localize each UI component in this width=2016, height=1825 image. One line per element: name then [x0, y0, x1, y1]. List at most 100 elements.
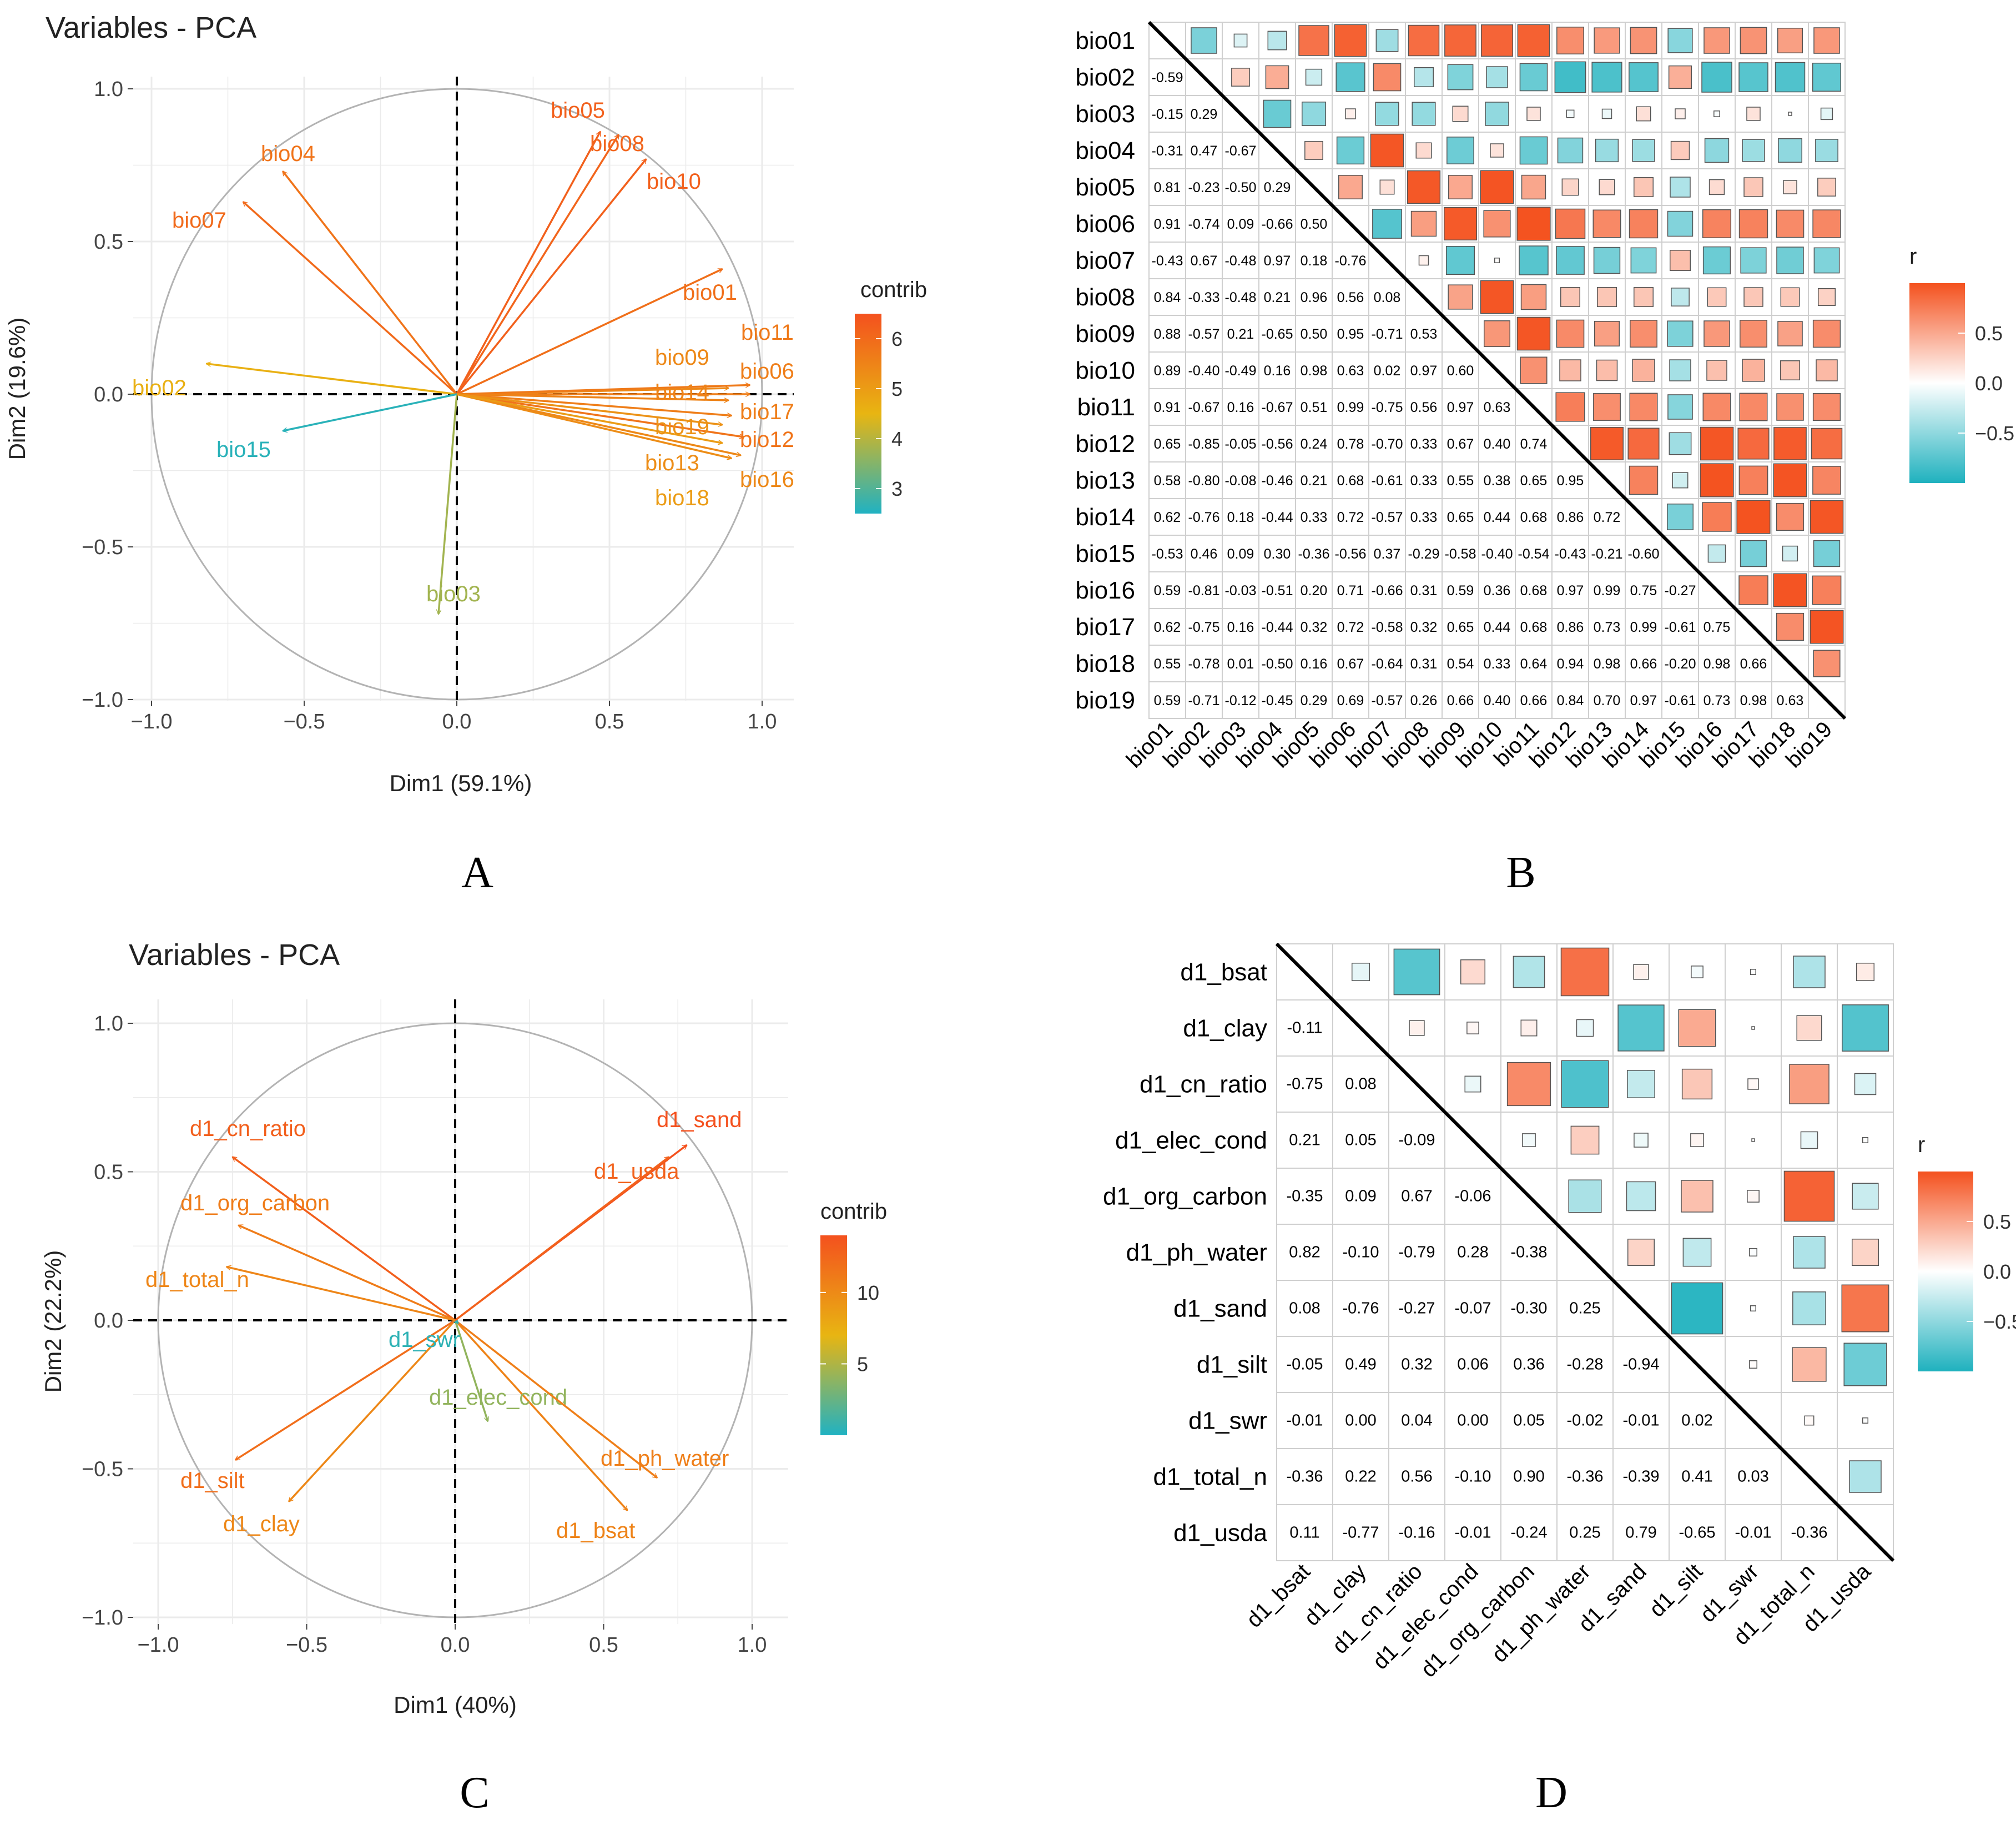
row-label-bio18: bio18 [1075, 650, 1135, 677]
corr-value-bio15-bio04: 0.30 [1264, 546, 1291, 562]
matrix-cell [1148, 58, 1186, 96]
vector-label-bio18: bio18 [655, 486, 709, 510]
corr-value-d1_total_n-d1_elec_cond: -0.10 [1454, 1468, 1491, 1486]
corr-square-d1_cn_ratio-d1_swr [1747, 1078, 1759, 1090]
corr-value-bio13-bio07: -0.61 [1372, 473, 1403, 489]
matrix-cell [1295, 278, 1333, 316]
matrix-cell [1444, 1168, 1501, 1225]
corr-square-bio01-bio08 [1408, 24, 1440, 57]
matrix-cell [1222, 205, 1259, 243]
y-tick-label: −1.0 [82, 688, 123, 712]
matrix-cell [1781, 1504, 1838, 1561]
corr-value-d1_silt-d1_sand: -0.94 [1622, 1356, 1659, 1374]
row-label-bio10: bio10 [1075, 357, 1135, 384]
corr-value-bio08-bio01: 0.84 [1154, 290, 1181, 305]
corr-square-d1_org_carbon-d1_ph_water [1568, 1179, 1602, 1213]
corr-value-bio13-bio10: 0.38 [1484, 473, 1511, 489]
corr-value-d1_total_n-d1_cn_ratio: 0.56 [1401, 1468, 1432, 1486]
corr-value-bio13-bio01: 0.58 [1154, 473, 1181, 489]
row-label-bio19: bio19 [1075, 687, 1135, 714]
corr-value-bio18-bio03: 0.01 [1227, 656, 1254, 672]
legend-tick-label: −0.5 [1983, 1310, 2016, 1333]
corr-value-bio19-bio11: 0.66 [1520, 693, 1548, 708]
corr-square-bio05-bio06 [1338, 175, 1363, 199]
corr-square-d1_cn_ratio-d1_sand [1627, 1070, 1655, 1098]
corr-square-bio12-bio16 [1700, 426, 1734, 461]
corr-value-bio06-bio02: -0.74 [1188, 217, 1220, 232]
y-tick-label: 1.0 [94, 78, 123, 101]
corr-square-bio08-bio19 [1817, 288, 1836, 306]
vector-label-d1_swr: d1_swr [389, 1328, 460, 1352]
matrix-cell [1332, 1112, 1389, 1169]
corr-value-bio18-bio16: 0.98 [1703, 656, 1731, 672]
arrow-bio07 [243, 202, 458, 395]
corr-value-d1_sand-d1_cn_ratio: -0.27 [1398, 1300, 1435, 1318]
corr-square-bio07-bio15 [1670, 250, 1691, 271]
matrix-cell [1444, 1392, 1501, 1449]
corr-value-bio08-bio03: -0.48 [1225, 290, 1257, 305]
matrix-cell [1442, 461, 1479, 499]
matrix-cell [1725, 999, 1782, 1057]
arrow-bio12 [456, 393, 744, 437]
corr-value-bio11-bio05: 0.51 [1301, 400, 1328, 415]
corr-value-bio10-bio06: 0.63 [1337, 363, 1364, 379]
corr-value-d1_ph_water-d1_elec_cond: 0.28 [1457, 1244, 1488, 1261]
matrix-cell [1185, 645, 1223, 682]
vector-label-d1_usda: d1_usda [594, 1159, 679, 1184]
corr-square-bio14-bio19 [1810, 500, 1844, 534]
matrix-cell [1148, 351, 1186, 389]
corr-square-d1_org_carbon-d1_silt [1681, 1180, 1713, 1213]
corr-value-d1_swr-d1_bsat: -0.01 [1286, 1412, 1323, 1430]
corr-square-bio01-bio16 [1703, 27, 1730, 54]
corr-value-bio16-bio15: -0.27 [1665, 583, 1696, 599]
corr-value-bio09-bio03: 0.21 [1227, 326, 1254, 342]
matrix-cell [1332, 388, 1369, 426]
matrix-cell [1276, 1336, 1333, 1393]
corr-square-bio03-bio16 [1713, 110, 1720, 117]
corr-value-d1_total_n-d1_clay: 0.22 [1345, 1468, 1376, 1486]
row-label-bio04: bio04 [1075, 137, 1135, 164]
corr-square-bio02-bio03 [1231, 68, 1250, 87]
corr-square-bio05-bio10 [1480, 170, 1514, 204]
corr-square-d1_ph_water-d1_total_n [1793, 1236, 1826, 1269]
matrix-cell [1444, 1280, 1501, 1337]
matrix-cell [1185, 315, 1223, 353]
corr-value-bio15-bio14: -0.60 [1628, 546, 1660, 562]
matrix-cell [1258, 498, 1296, 536]
corr-value-bio16-bio13: 0.99 [1594, 583, 1621, 599]
row-label-bio05: bio05 [1075, 174, 1135, 201]
corr-value-bio10-bio03: -0.49 [1225, 363, 1257, 379]
matrix-cell [1258, 645, 1296, 682]
corr-square-bio03-bio05 [1302, 102, 1326, 126]
corr-value-bio05-bio04: 0.29 [1264, 180, 1291, 195]
corr-value-bio14-bio11: 0.68 [1520, 510, 1548, 525]
row-label-d1_sand: d1_sand [1173, 1295, 1267, 1323]
corr-square-bio04-bio15 [1670, 140, 1690, 160]
corr-square-bio18-bio19 [1813, 650, 1841, 677]
legend-tick-label: −0.5 [1975, 422, 2014, 445]
corr-square-bio08-bio17 [1743, 287, 1763, 307]
corr-value-bio16-bio02: -0.81 [1188, 583, 1220, 599]
corr-value-bio16-bio04: -0.51 [1262, 583, 1293, 599]
corr-value-bio17-bio13: 0.73 [1594, 620, 1621, 635]
corr-value-bio19-bio18: 0.63 [1777, 693, 1804, 708]
row-label-d1_clay: d1_clay [1183, 1015, 1267, 1042]
corr-square-bio04-bio16 [1704, 138, 1730, 163]
corr-square-bio09-bio11 [1516, 316, 1551, 351]
matrix-cell [1276, 1448, 1333, 1505]
corr-square-d1_clay-d1_sand [1617, 1004, 1665, 1052]
corr-value-bio12-bio06: 0.78 [1337, 436, 1364, 452]
corr-value-bio07-bio02: 0.67 [1191, 253, 1218, 269]
matrix-cell [1276, 1055, 1333, 1113]
row-label-bio06: bio06 [1075, 210, 1135, 238]
corr-square-bio08-bio14 [1634, 287, 1654, 307]
corr-square-bio16-bio18 [1773, 573, 1807, 607]
row-label-bio12: bio12 [1075, 430, 1135, 457]
matrix-cell [1405, 681, 1443, 719]
matrix-cell [1661, 645, 1699, 682]
matrix-cell [1515, 645, 1553, 682]
corr-value-d1_swr-d1_ph_water: -0.02 [1566, 1412, 1603, 1430]
corr-square-bio02-bio16 [1701, 62, 1732, 93]
corr-square-bio05-bio18 [1783, 180, 1797, 194]
matrix-cell [1276, 1112, 1333, 1169]
